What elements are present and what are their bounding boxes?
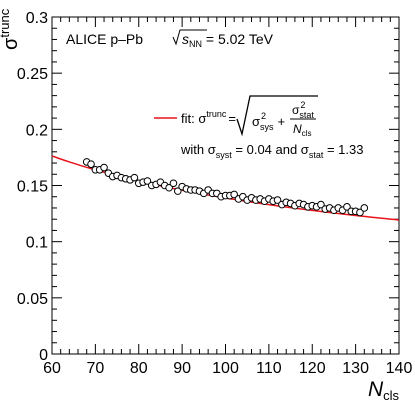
y-tick-label: 0.05 [17,291,48,308]
legend-syst-sub: syst [216,150,233,160]
legend-fit-eq: = [228,111,236,126]
chart-title-text: ALICE p–Pb [66,31,143,47]
x-tick-label: 120 [299,360,326,377]
chart-title-nn: NN [189,39,202,49]
legend-sys-sub: sys [260,122,274,132]
legend-stat-sub: stat [299,110,314,120]
x-tick-label: 110 [256,360,282,377]
chart-title-post: = 5.02 TeV [202,31,274,47]
x-axis-ticks: 60 70 80 90 100 110 120 130 140 [43,17,412,377]
x-tick-label: 60 [43,360,61,377]
legend-ncls-sub: cls [302,129,312,138]
data-points [82,158,369,217]
data-point [143,177,152,185]
y-tick-label: 0.25 [17,66,48,83]
legend-sigma-stat: σ2 stat [292,100,314,120]
legend-stat-sup: 2 [300,100,305,110]
plot-frame [51,16,400,355]
data-point [165,183,173,192]
legend-sigma-stat-sym: σ [292,103,300,117]
legend-sigma-sys-sym: σ [252,114,260,129]
legend-mid: = 0.04 and σ [232,142,309,157]
y-tick-label: 0.3 [26,10,48,27]
x-tick-label: 100 [212,360,239,377]
y-axis-label-sup: trunc [0,8,12,37]
y-tick-label: 0.2 [26,122,48,139]
data-point [100,163,108,172]
legend-sigma-sys: σ2 sys + [252,111,285,132]
x-tick-label: 90 [173,360,191,377]
x-tick-label: 80 [130,360,148,377]
x-tick-label: 140 [386,360,413,377]
legend-with: with σ [180,142,216,157]
data-point [343,203,351,211]
data-point [130,173,139,182]
legend-fit-label: fit: σtrunc = [181,109,236,126]
legend-ncls-n: N [293,122,302,136]
y-axis-label-main: σ [0,37,22,50]
x-axis-label: Ncls [368,378,400,403]
legend-stat-sub2: stat [309,150,324,160]
legend-params-text: with σsyst = 0.04 and σstat = 1.33 [180,142,363,160]
x-tick-label: 130 [342,360,369,377]
data-point [230,190,238,199]
y-tick-label: 0.1 [26,235,48,252]
legend-ncls: Ncls [293,122,311,138]
legend-sqrt-sign [236,95,318,137]
legend-fit-prefix: fit: σ [181,111,206,126]
data-point [87,160,95,168]
y-tick-label: 0 [39,347,48,364]
chart-title-pre: ALICE p–Pb [66,31,143,47]
data-point [273,196,282,204]
x-axis-label-sub: cls [383,388,399,403]
data-point [169,179,178,188]
chart-title-s: s [182,31,189,47]
x-tick-label: 70 [86,360,104,377]
chart-title-sqrt-text: sNN = 5.02 TeV [182,31,274,49]
data-point [173,187,182,195]
title-sqrt-sign [172,29,207,46]
legend-fit-sup: trunc [206,109,227,119]
data-point [317,200,325,209]
legend-sys-sup: 2 [261,111,266,121]
y-axis-label: σtrunc [0,8,22,50]
y-tick-label: 0.15 [17,179,48,196]
legend-end: = 1.33 [323,142,363,157]
legend-plus: + [278,114,286,129]
x-axis-label-main: N [368,378,384,401]
y-axis-ticks: 0 0.05 0.1 0.15 0.2 0.25 0.3 [17,10,399,364]
data-point [360,204,369,212]
data-point [356,208,364,217]
